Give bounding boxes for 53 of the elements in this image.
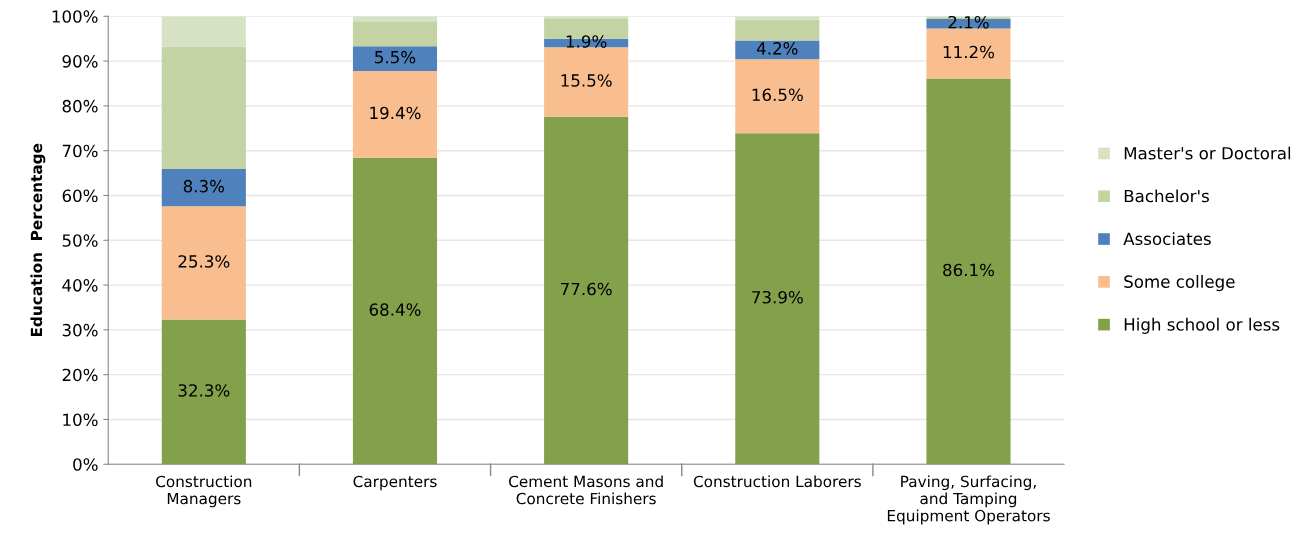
bar [735,133,820,465]
x-tick-label: Construction Laborers [693,475,861,488]
data-label: 2.1% [948,15,989,29]
y-tick-label: 60% [62,189,98,203]
x-tick-label: Cement Masons and Concrete Finishers [509,475,663,505]
bar [352,70,438,158]
x-tick-label: Paving, Surfacing, and Tamping Equipment Operators [887,475,1050,525]
bar [352,157,438,465]
y-tick-label: 30% [62,323,98,337]
bar [352,46,438,71]
legend-label: Associates [1123,232,1211,246]
y-tick-label: 10% [63,413,98,427]
bar [544,47,629,117]
x-tick-label: Carpenters [353,475,437,491]
data-label: 77.6% [561,282,612,296]
bar [161,46,246,170]
y-tick-label: 20% [62,368,98,382]
y-tick-label: 90% [62,55,98,68]
data-label: 68.4% [369,303,421,316]
bar [735,19,820,41]
bar [544,116,629,465]
data-label: 73.9% [752,290,803,304]
y-tick-label: 40% [62,279,98,292]
data-label: 25.3% [178,255,230,268]
y-tick-label: 80% [62,99,98,113]
bar [161,16,246,47]
data-label: 16.5% [752,88,803,102]
bar [352,21,438,47]
y-tick-label: 0% [73,458,98,471]
data-label: 86.1% [943,263,995,277]
y-tick-label: 70% [62,144,98,158]
data-label: 8.3% [183,179,225,193]
data-label: 4.2% [756,42,798,55]
y-tick-label: 100% [52,10,98,23]
bar [735,59,820,134]
bar [161,319,246,465]
bar [161,169,246,207]
y-tick-label: 50% [62,234,98,247]
legend-label: Master's or Doctoral [1124,146,1291,160]
data-label: 5.5% [375,50,416,64]
legend-label: High school or less [1124,317,1280,334]
legend-label: Bachelor's [1124,189,1209,203]
data-label: 15.5% [561,74,612,87]
bar [161,206,246,320]
bar [926,78,1011,465]
legend-label: Some college [1124,275,1235,292]
data-label: 19.4% [370,106,421,120]
y-axis-title: Education Percentage [30,143,46,337]
bar [926,28,1011,79]
x-tick-label: Construction Managers [156,475,252,508]
bar [735,40,820,60]
data-label: 11.2% [943,45,995,59]
data-label: 32.3% [178,384,230,397]
